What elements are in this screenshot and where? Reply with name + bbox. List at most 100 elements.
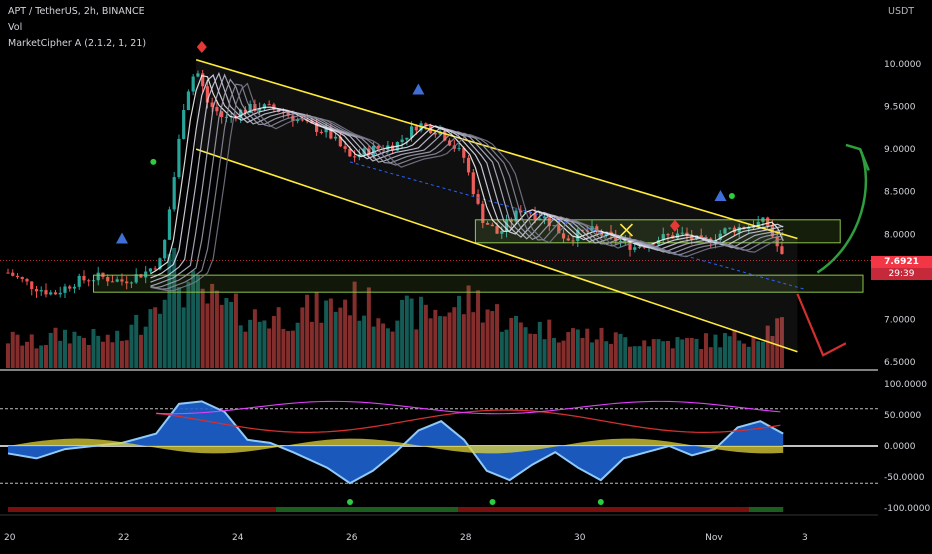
osc-buy-dot xyxy=(489,499,496,505)
projection-arrow-up xyxy=(816,148,868,274)
volume-bar xyxy=(670,348,675,368)
volume-bar xyxy=(404,295,409,368)
volume-bar xyxy=(480,322,485,368)
volume-bar xyxy=(48,332,53,368)
candle-body xyxy=(704,237,708,239)
candle-body xyxy=(6,272,10,274)
osc-tick-label: -100.0000 xyxy=(884,504,930,514)
volume-bar xyxy=(376,318,381,368)
candle-body xyxy=(262,104,266,109)
osc-tick-label: 0.0000 xyxy=(884,442,916,452)
candle-body xyxy=(210,102,214,107)
candle-body xyxy=(509,220,513,222)
volume-bar xyxy=(119,340,124,368)
candle-body xyxy=(481,203,485,224)
volume-bar xyxy=(328,298,333,368)
candle-body xyxy=(15,275,20,278)
volume-bar xyxy=(457,295,462,368)
candle-body xyxy=(163,239,167,259)
candle-body xyxy=(723,228,727,234)
candle-body xyxy=(49,292,53,295)
support-box xyxy=(93,274,864,293)
candle-body xyxy=(751,226,756,228)
vol-label: Vol xyxy=(8,22,23,33)
candle-body xyxy=(338,136,342,147)
candle-body xyxy=(53,292,58,295)
candle-body xyxy=(348,148,352,157)
volume-bar xyxy=(466,285,471,368)
volume-bar xyxy=(124,340,129,368)
candle-body xyxy=(158,258,162,270)
volume-bars xyxy=(6,247,784,368)
candle-body xyxy=(490,224,494,227)
candle-body xyxy=(20,277,24,279)
candle-body xyxy=(519,210,523,213)
volume-bar xyxy=(765,325,770,368)
volume-bar xyxy=(703,333,708,368)
time-tick-label: 26 xyxy=(346,533,358,543)
candle-body xyxy=(533,213,537,220)
candle-body xyxy=(96,272,100,281)
buy-signal-triangle xyxy=(412,83,425,95)
candle-body xyxy=(466,157,471,173)
candle-body xyxy=(82,275,86,281)
candle-body xyxy=(30,281,34,290)
candle-body xyxy=(220,111,224,118)
volume-bar xyxy=(24,341,29,368)
price-tick-label: 8.5000 xyxy=(884,188,916,198)
candle-body xyxy=(642,246,646,248)
channel-lower-line xyxy=(195,148,798,353)
volume-bar xyxy=(34,348,39,368)
volume-bar xyxy=(333,311,338,368)
candle-body xyxy=(690,235,694,240)
volume-bar xyxy=(561,340,566,368)
candle-body xyxy=(552,225,556,227)
candle-body xyxy=(300,119,304,121)
candle-body xyxy=(39,290,43,292)
volume-bar xyxy=(214,290,219,368)
indicator-label: MarketCipher A (2.1.2, 1, 21) xyxy=(8,38,147,49)
volume-bar xyxy=(157,313,162,368)
volume-bar xyxy=(675,337,680,368)
volume-bar xyxy=(656,339,661,368)
osc-buy-dot xyxy=(347,499,353,505)
price-tick-label: 10.0000 xyxy=(884,60,921,70)
candle-body xyxy=(72,286,77,289)
volume-bar xyxy=(433,309,438,368)
volume-bar xyxy=(414,329,419,368)
volume-bar xyxy=(347,315,352,368)
candle-body xyxy=(139,274,143,278)
volume-bar xyxy=(594,339,599,368)
volume-bar xyxy=(485,309,490,368)
candle-body xyxy=(661,234,665,241)
candle-body xyxy=(44,290,48,295)
candle-body xyxy=(405,137,409,140)
ema-ribbon-line xyxy=(150,71,784,283)
candle-body xyxy=(542,216,547,219)
volume-bar xyxy=(661,341,666,368)
candle-body xyxy=(182,109,186,139)
volume-bar xyxy=(20,345,25,368)
volume-bar xyxy=(637,346,642,368)
volume-bar xyxy=(77,335,82,368)
candle-body xyxy=(196,73,200,77)
volume-bar xyxy=(39,345,44,368)
sell-signal-diamond xyxy=(196,40,207,53)
volume-bar xyxy=(162,299,167,368)
candle-body xyxy=(167,209,172,240)
candle-body xyxy=(732,227,737,233)
volume-bar xyxy=(129,324,134,368)
candle-body xyxy=(666,234,670,236)
volume-bar xyxy=(105,334,110,368)
volume-bar xyxy=(319,322,324,368)
candle-body xyxy=(637,246,642,248)
candle-body xyxy=(424,123,428,126)
candle-body xyxy=(376,145,380,149)
candle-body xyxy=(457,148,461,150)
volume-bar xyxy=(452,307,457,368)
volume-bar xyxy=(590,342,595,368)
volume-bar xyxy=(580,337,585,368)
candle-body xyxy=(504,220,509,231)
